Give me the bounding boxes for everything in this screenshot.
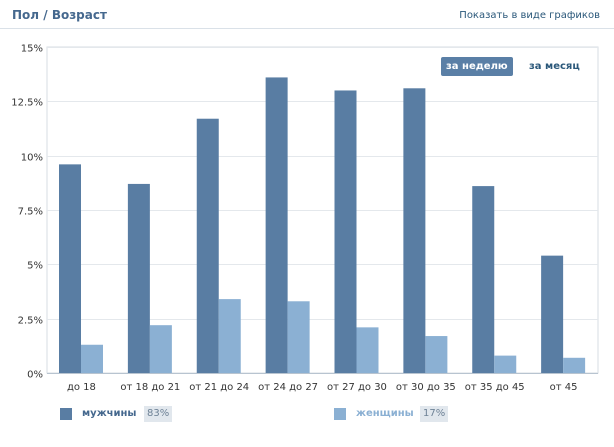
bar-women — [425, 336, 448, 373]
x-tick-label: от 27 до 30 — [327, 382, 387, 393]
bar-women — [356, 327, 379, 373]
y-axis-ticks: 0% 2.5% 5% 7.5% 10% 12.5% 15% — [11, 44, 43, 381]
y-tick-label: 15% — [21, 44, 43, 55]
bar-men — [541, 255, 564, 373]
x-tick-label: от 18 до 21 — [120, 382, 180, 393]
y-tick-label: 12.5% — [11, 98, 43, 109]
x-tick-label: от 35 до 45 — [465, 382, 525, 393]
bar-women — [287, 301, 310, 373]
show-as-graphs-link[interactable]: Показать в виде графиков — [459, 10, 600, 21]
period-month-button[interactable]: за месяц — [529, 61, 580, 72]
bar-women — [81, 344, 103, 373]
y-tick-label: 10% — [21, 153, 43, 164]
y-tick-label: 2.5% — [18, 316, 43, 327]
x-tick-label: от 30 до 35 — [396, 382, 456, 393]
bar-men — [265, 77, 288, 373]
y-tick-label: 7.5% — [18, 207, 43, 218]
bar-men — [127, 183, 150, 373]
legend-men-percent: 83% — [144, 406, 173, 422]
x-tick-label: до 18 — [67, 382, 96, 393]
section-title: Пол / Возраст — [12, 8, 107, 22]
bar-men — [59, 164, 81, 373]
legend-women-percent: 17% — [420, 406, 449, 422]
y-tick-label: 5% — [27, 261, 43, 272]
bar-women — [149, 325, 172, 373]
y-tick-label: 0% — [27, 370, 43, 381]
x-axis-ticks: до 18 от 18 до 21 от 21 до 24 от 24 до 27 от… — [67, 382, 578, 393]
x-tick-label: от 24 до 27 — [258, 382, 318, 393]
section-header: Пол / Возраст Показать в виде графиков — [0, 0, 614, 29]
chart-bars — [59, 77, 586, 373]
bar-women — [494, 355, 517, 373]
bar-women — [563, 357, 586, 373]
legend-men-label: мужчины — [82, 408, 137, 419]
legend-men-swatch — [60, 408, 72, 420]
bar-men — [196, 118, 219, 373]
bar-men — [403, 88, 426, 373]
bar-men — [472, 186, 495, 373]
legend-women-label: женщины — [356, 408, 414, 419]
bar-men — [334, 90, 357, 373]
bar-women — [218, 299, 241, 373]
x-tick-label: от 45 — [550, 382, 578, 393]
x-tick-label: от 21 до 24 — [189, 382, 249, 393]
period-week-button[interactable]: за неделю — [441, 57, 513, 76]
legend-women-swatch — [334, 408, 346, 420]
